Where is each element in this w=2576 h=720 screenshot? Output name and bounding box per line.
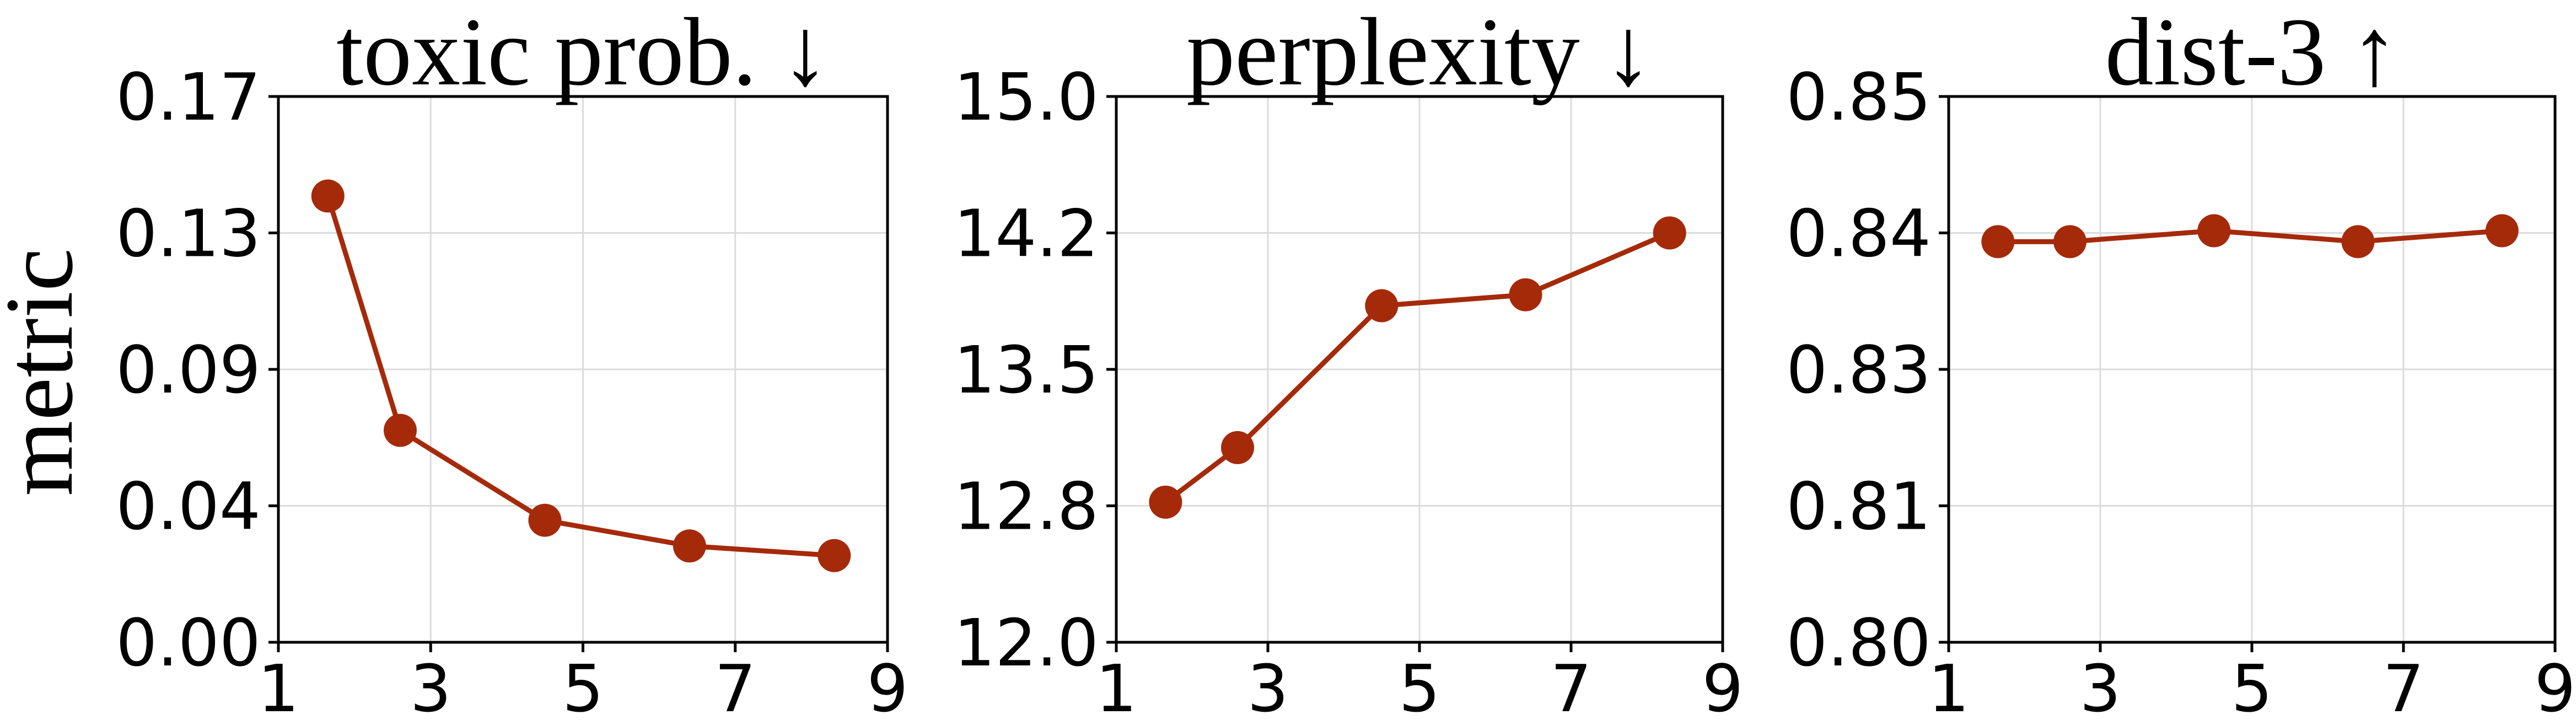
data-point bbox=[2341, 225, 2375, 259]
panel-title: toxic prob. ↓ bbox=[336, 0, 830, 106]
data-point bbox=[2197, 214, 2231, 248]
data-point bbox=[2053, 225, 2086, 259]
y-tick-label: 0.85 bbox=[1786, 59, 1931, 135]
x-tick-label: 9 bbox=[2534, 651, 2575, 720]
data-point bbox=[673, 529, 706, 563]
data-point bbox=[311, 179, 345, 213]
y-tick-label: 12.8 bbox=[954, 469, 1099, 545]
y-tick-label: 13.5 bbox=[954, 332, 1099, 408]
data-point bbox=[1149, 485, 1182, 519]
x-tick-label: 9 bbox=[867, 651, 908, 720]
y-tick-label: 0.84 bbox=[1786, 196, 1931, 272]
x-tick-label: 7 bbox=[2383, 651, 2424, 720]
x-tick-label: 1 bbox=[1095, 651, 1137, 720]
x-tick-label: 5 bbox=[2231, 651, 2272, 720]
data-point bbox=[528, 503, 562, 537]
x-tick-label: 5 bbox=[562, 651, 604, 720]
chart-panel-1: 1 3 5 7 9 0.00 0.04 0.09 0.13 0.17 toxic prob. ↓ bbox=[116, 0, 908, 720]
y-tick-label: 12.0 bbox=[954, 605, 1099, 681]
data-point bbox=[1653, 216, 1686, 250]
x-tick-label: 1 bbox=[257, 651, 299, 720]
plot-frame bbox=[277, 95, 889, 644]
y-tick-label: 0.09 bbox=[116, 332, 261, 408]
x-tick-label: 3 bbox=[410, 651, 451, 720]
y-tick-label: 0.80 bbox=[1786, 605, 1931, 681]
panel-title: perplexity ↓ bbox=[1186, 0, 1653, 106]
x-tick-label: 7 bbox=[1550, 651, 1591, 720]
chart-panel-3: 1 3 5 7 9 0.80 0.81 0.83 0.84 0.85 dist-3 ↑ bbox=[1786, 0, 2575, 720]
data-point bbox=[1365, 289, 1399, 323]
x-tick-label: 1 bbox=[1928, 651, 1969, 720]
x-tick-label: 3 bbox=[1247, 651, 1288, 720]
chart-panel-2: 1 3 5 7 9 12.0 12.8 13.5 14.2 15.0 perplexity ↓ bbox=[954, 0, 1743, 720]
y-tick-label: 0.17 bbox=[116, 59, 261, 135]
data-point bbox=[384, 413, 417, 447]
y-tick-label: 0.00 bbox=[116, 605, 261, 681]
panel-title: dist-3 ↑ bbox=[2105, 0, 2399, 106]
plot-frame bbox=[1115, 95, 1724, 644]
plot-frame bbox=[1947, 95, 2557, 644]
y-tick-label: 0.81 bbox=[1786, 469, 1931, 545]
data-point bbox=[2485, 214, 2519, 248]
x-tick-label: 5 bbox=[1399, 651, 1440, 720]
data-point bbox=[1221, 431, 1254, 464]
x-tick-label: 3 bbox=[2079, 651, 2121, 720]
y-axis-label: metric bbox=[0, 248, 93, 496]
chart-panels: 1 3 5 7 90.000.040.090.130.17 toxic prob. ↓1 3… bbox=[116, 0, 2575, 720]
data-point bbox=[818, 539, 851, 572]
data-point bbox=[1509, 278, 1542, 311]
y-tick-label: 0.13 bbox=[116, 196, 261, 272]
data-point bbox=[1981, 225, 2015, 259]
x-tick-label: 9 bbox=[1702, 651, 1743, 720]
x-tick-label: 7 bbox=[714, 651, 756, 720]
y-tick-label: 15.0 bbox=[954, 59, 1099, 135]
y-tick-label: 0.83 bbox=[1786, 332, 1931, 408]
y-tick-label: 0.04 bbox=[116, 469, 261, 545]
y-tick-label: 14.2 bbox=[954, 196, 1099, 272]
